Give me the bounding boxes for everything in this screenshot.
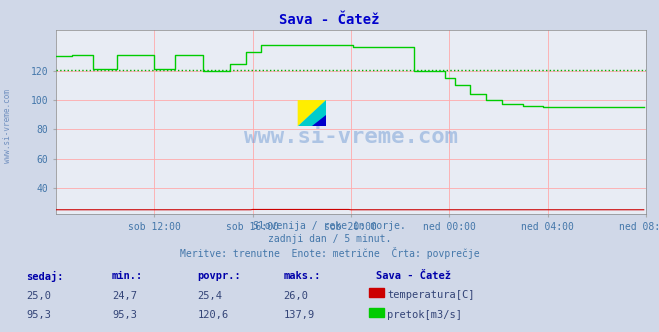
Text: Slovenija / reke in morje.: Slovenija / reke in morje. [253, 221, 406, 231]
Text: 95,3: 95,3 [26, 310, 51, 320]
Text: 25,0: 25,0 [26, 290, 51, 300]
Text: zadnji dan / 5 minut.: zadnji dan / 5 minut. [268, 234, 391, 244]
Polygon shape [298, 100, 326, 126]
Text: Meritve: trenutne  Enote: metrične  Črta: povprečje: Meritve: trenutne Enote: metrične Črta: … [180, 247, 479, 259]
Text: temperatura[C]: temperatura[C] [387, 290, 475, 300]
Text: Sava - Čatež: Sava - Čatež [376, 271, 451, 281]
Text: povpr.:: povpr.: [198, 271, 241, 281]
Text: 137,9: 137,9 [283, 310, 314, 320]
Polygon shape [312, 115, 326, 126]
Text: www.si-vreme.com: www.si-vreme.com [3, 89, 13, 163]
Text: pretok[m3/s]: pretok[m3/s] [387, 310, 463, 320]
Text: 95,3: 95,3 [112, 310, 137, 320]
Text: maks.:: maks.: [283, 271, 321, 281]
Polygon shape [298, 100, 326, 126]
Text: www.si-vreme.com: www.si-vreme.com [244, 127, 458, 147]
Text: 26,0: 26,0 [283, 290, 308, 300]
Text: 120,6: 120,6 [198, 310, 229, 320]
Text: min.:: min.: [112, 271, 143, 281]
Text: 24,7: 24,7 [112, 290, 137, 300]
Text: Sava - Čatež: Sava - Čatež [279, 13, 380, 27]
Text: sedaj:: sedaj: [26, 271, 64, 282]
Text: 25,4: 25,4 [198, 290, 223, 300]
